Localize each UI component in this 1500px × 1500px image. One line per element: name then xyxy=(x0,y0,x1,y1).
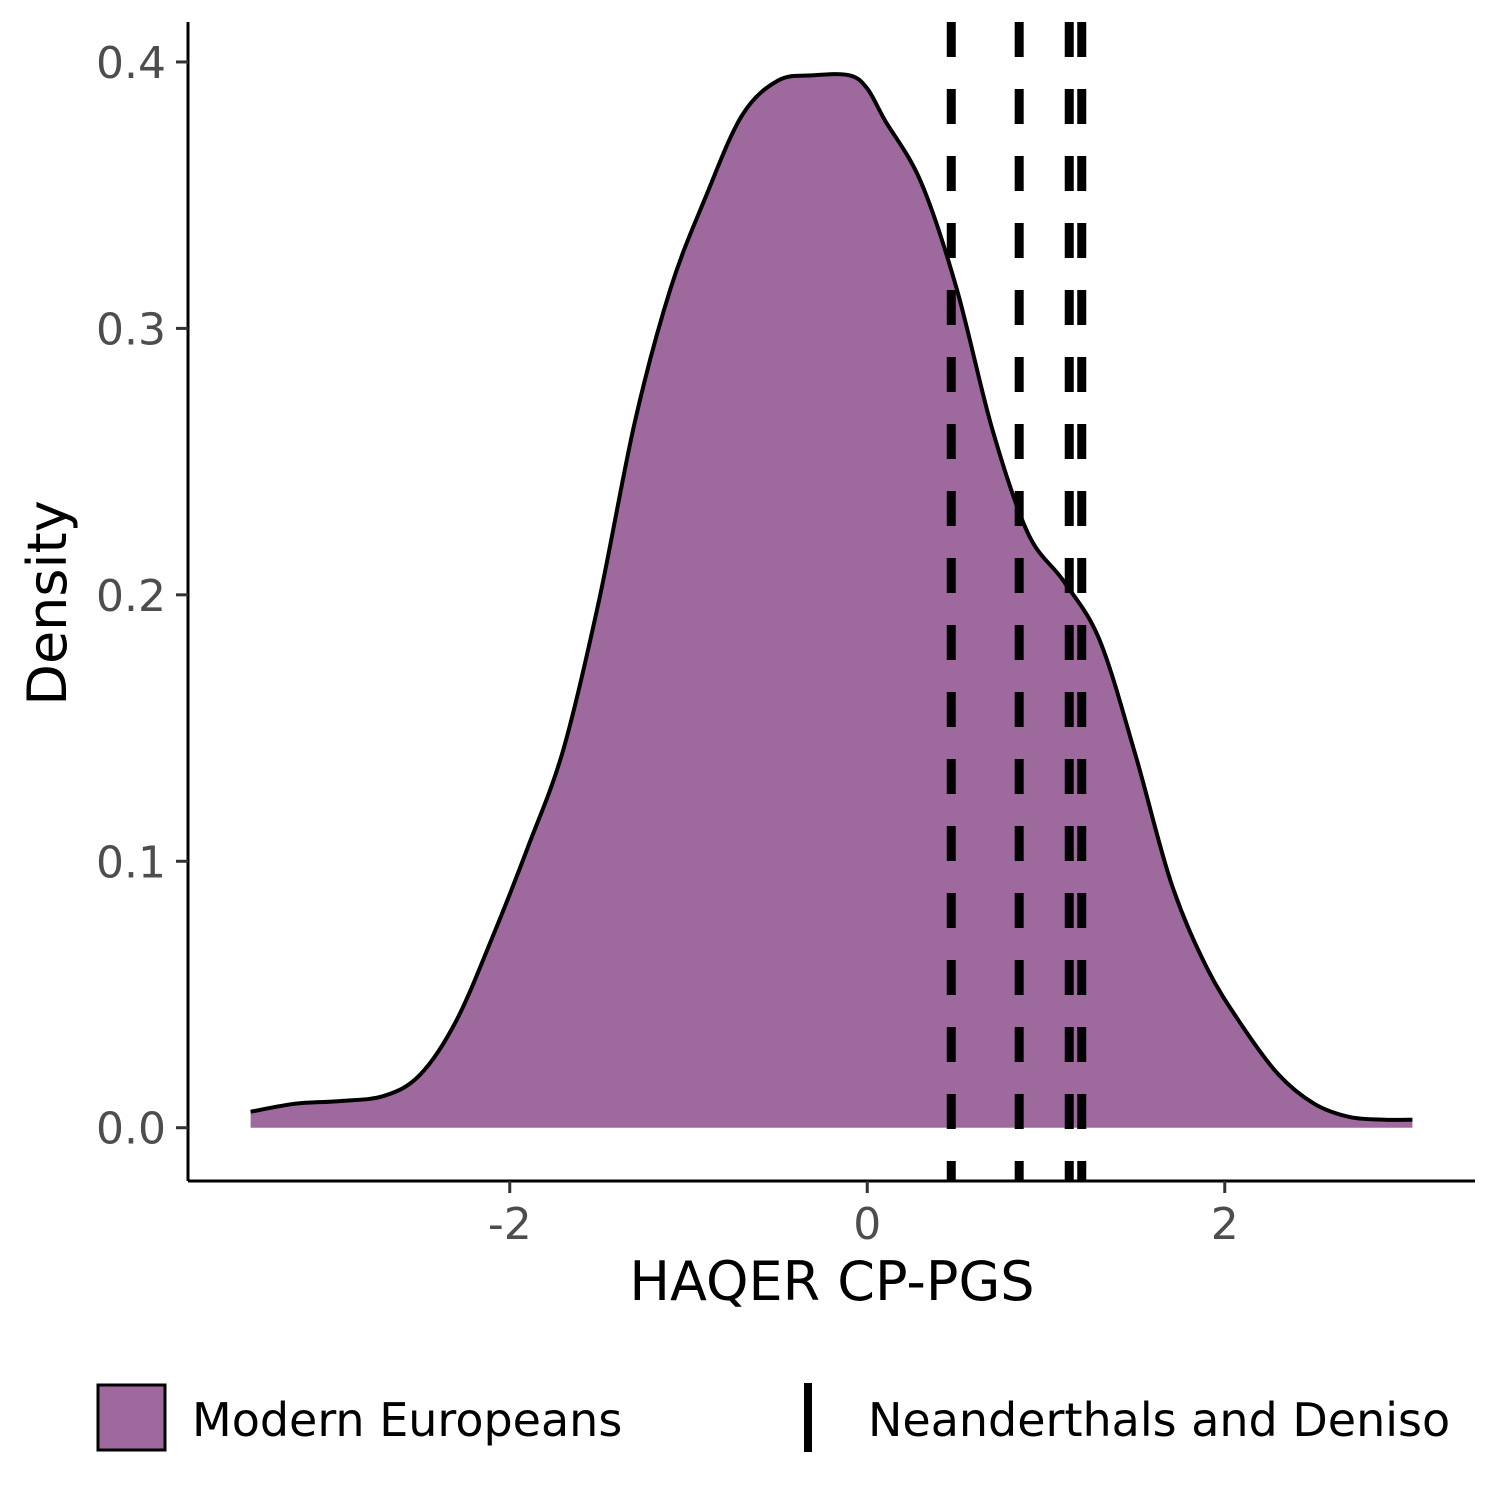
x-tick-label: 0 xyxy=(853,1199,881,1250)
y-tick-label: 0.0 xyxy=(96,1104,166,1155)
legend-label-modern-europeans: Modern Europeans xyxy=(192,1393,622,1447)
y-axis-ticks: 0.0 0.1 0.2 0.3 0.4 xyxy=(96,38,188,1155)
plot-area xyxy=(250,22,1413,1181)
y-tick-label: 0.3 xyxy=(96,304,166,355)
y-tick-label: 0.1 xyxy=(96,837,166,888)
x-axis-title: HAQER CP-PGS xyxy=(629,1250,1034,1313)
x-axis-ticks: -2 0 2 xyxy=(488,1181,1239,1250)
x-tick-label: -2 xyxy=(488,1199,532,1250)
y-tick-label: 0.2 xyxy=(96,571,166,622)
legend-key-modern-europeans xyxy=(96,1383,167,1452)
axes: -2 0 2 0.0 0.1 0.2 0.3 0.4 xyxy=(96,22,1475,1250)
density-curve-modern-europeans xyxy=(250,72,1413,1122)
y-axis-title: Density xyxy=(16,500,79,705)
density-area-modern-europeans xyxy=(250,74,1413,1128)
y-tick-label: 0.4 xyxy=(96,38,166,89)
legend-label-neanderthals-and-deniso: Neanderthals and Deniso xyxy=(868,1393,1450,1447)
legend: Modern Europeans Neanderthals and Deniso xyxy=(96,1383,1450,1452)
x-tick-label: 2 xyxy=(1211,1199,1239,1250)
